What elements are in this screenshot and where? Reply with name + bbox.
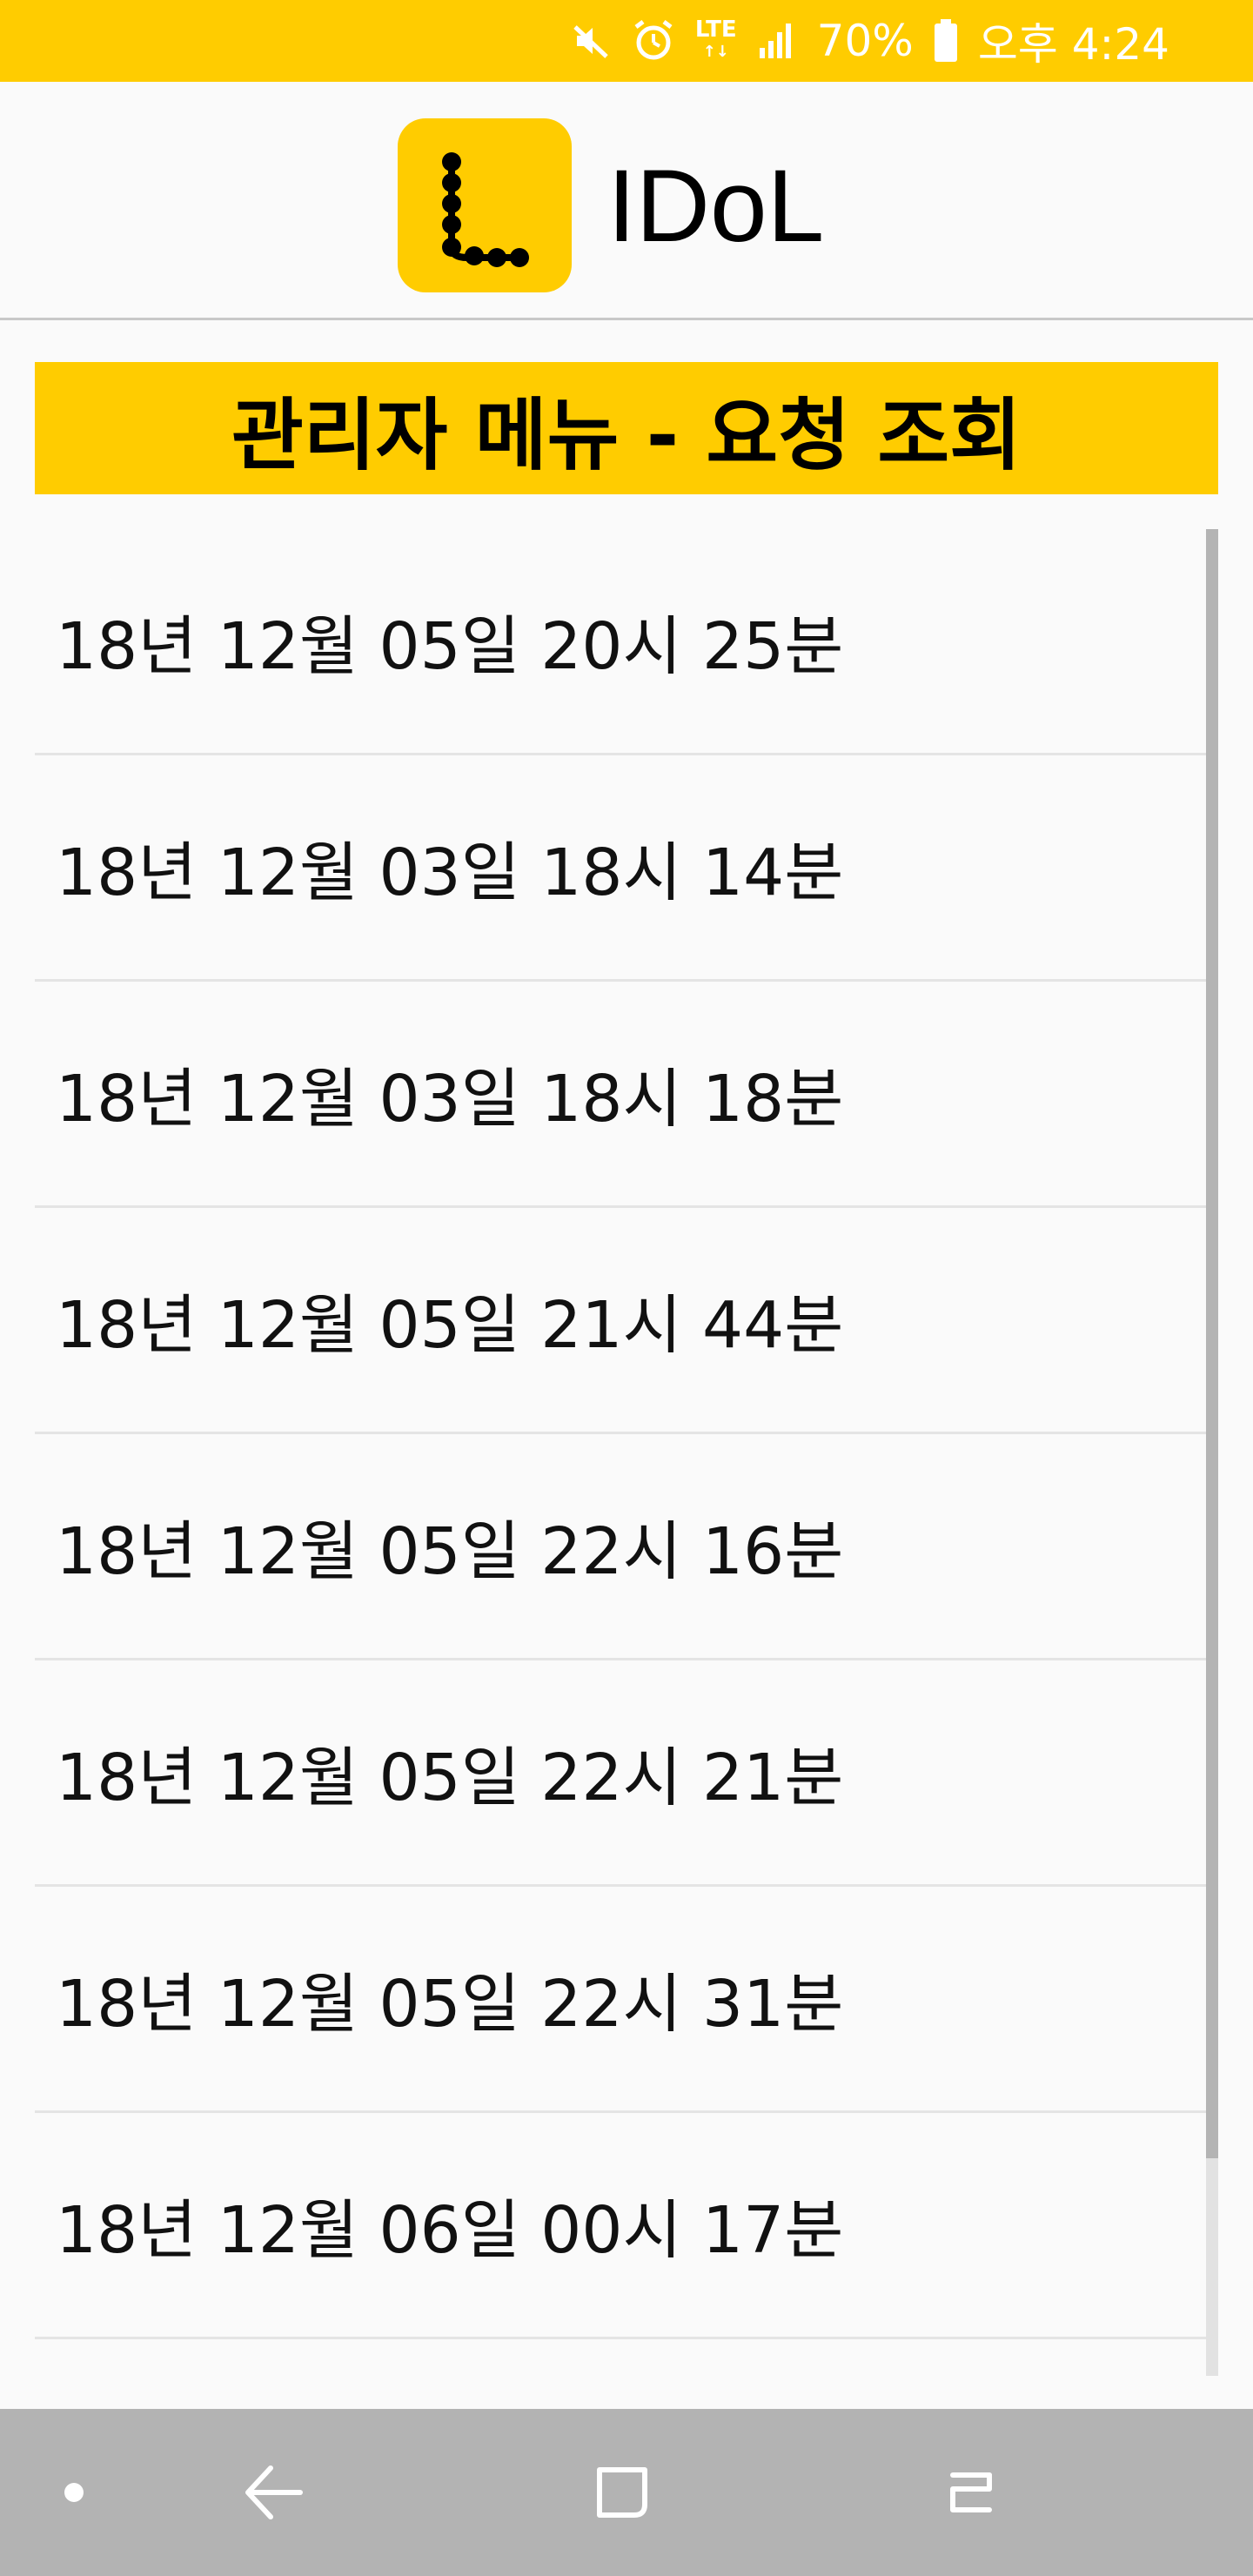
scrollbar-thumb[interactable] [1206, 529, 1218, 2158]
app-title: IDoL [607, 149, 825, 264]
list-item[interactable]: 18년 12월 03일 18시 18분 [35, 982, 1218, 1208]
lte-icon: LTE ↑↓ [694, 17, 737, 61]
app-header: IDoL [0, 82, 1253, 320]
list-item[interactable]: 18년 12월 03일 18시 14분 [35, 755, 1218, 982]
signal-icon [756, 20, 798, 62]
alarm-icon [631, 18, 676, 64]
network-label: LTE [694, 17, 737, 43]
dot-icon[interactable] [35, 2409, 113, 2576]
back-icon[interactable] [218, 2409, 331, 2576]
list-scrollbar[interactable] [1206, 529, 1218, 2376]
idol-logo-icon [398, 118, 572, 292]
list-item[interactable]: 18년 12월 05일 22시 31분 [35, 1887, 1218, 2113]
navigation-bar [0, 2409, 1253, 2576]
admin-menu-banner: 관리자 메뉴 - 요청 조회 [35, 362, 1218, 494]
list-item[interactable]: 18년 12월 05일 22시 16분 [35, 1434, 1218, 1660]
battery-icon [933, 19, 959, 63]
clock: 오후 4:24 [977, 19, 1169, 70]
mute-icon [570, 20, 612, 62]
request-list[interactable]: 18년 12월 05일 20시 25분 18년 12월 03일 18시 14분 … [35, 529, 1218, 2374]
list-item[interactable]: 18년 12월 06일 00시 17분 [35, 2113, 1218, 2339]
list-item[interactable]: 18년 12월 05일 21시 44분 [35, 1208, 1218, 1434]
recents-icon[interactable] [914, 2409, 1027, 2576]
home-icon[interactable] [566, 2409, 679, 2576]
list-item[interactable] [35, 2339, 1218, 2374]
list-item[interactable]: 18년 12월 05일 22시 21분 [35, 1660, 1218, 1887]
list-item[interactable]: 18년 12월 05일 20시 25분 [35, 529, 1218, 755]
battery-percent: 70% [816, 16, 914, 66]
status-bar: LTE ↑↓ 70% 오후 4:24 [0, 0, 1253, 82]
